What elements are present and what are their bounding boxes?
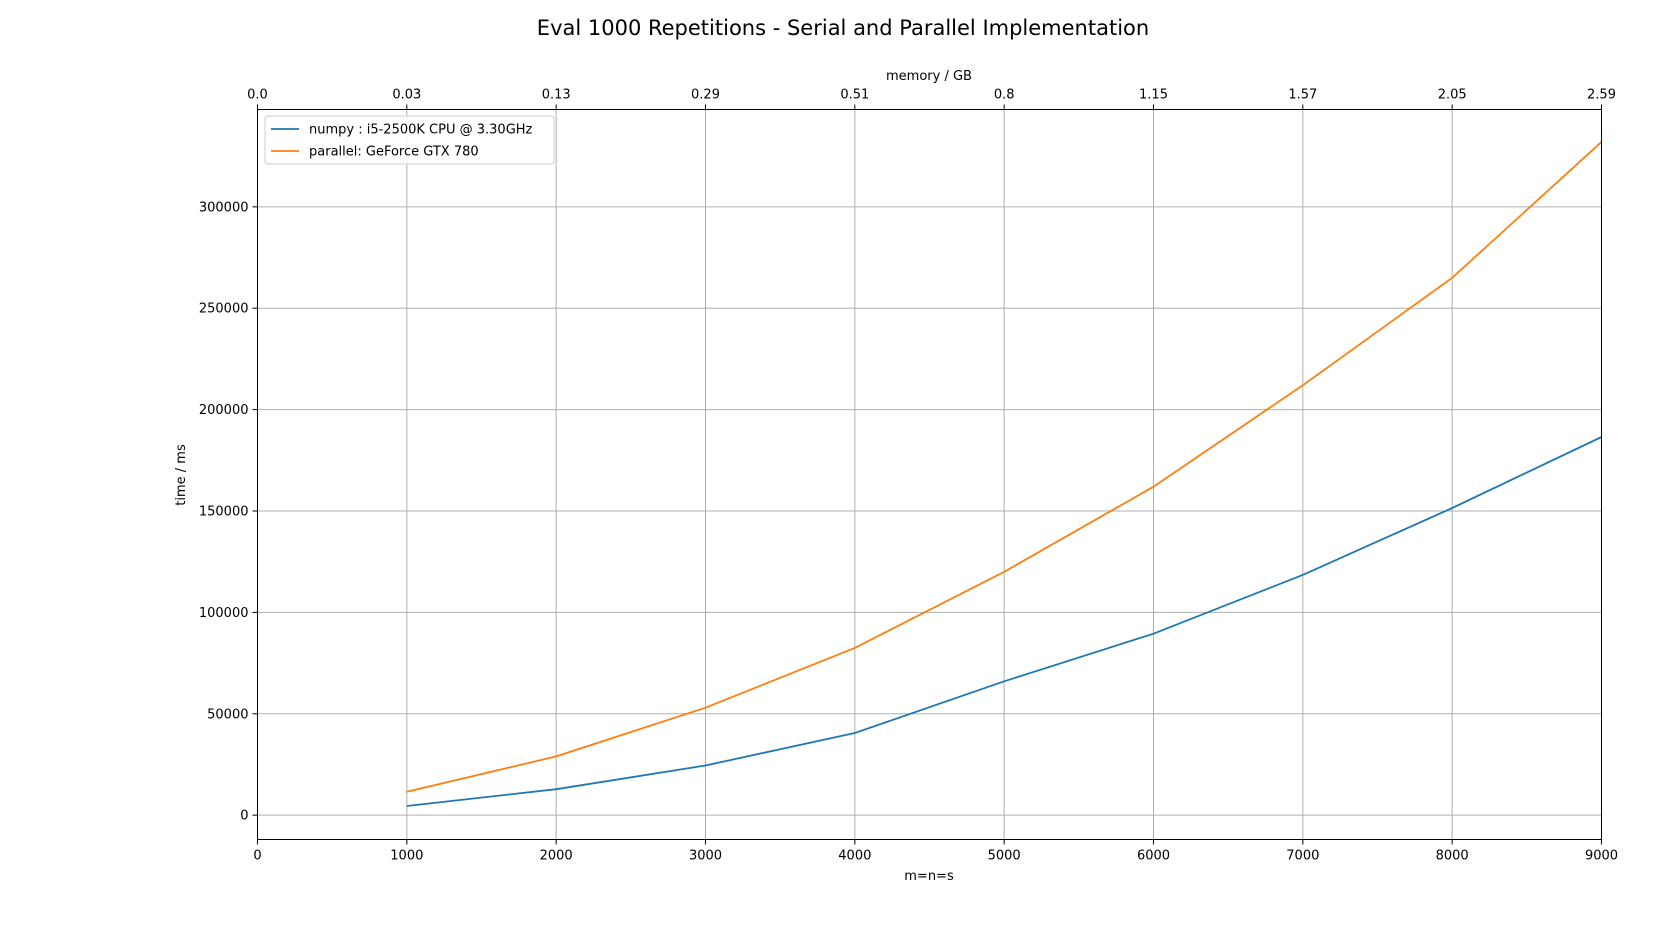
y-tick-label: 150000 (199, 505, 249, 520)
x-tick-label: 8000 (1436, 849, 1469, 864)
y-tick-label: 100000 (199, 606, 249, 621)
x-tick-label: 6000 (1137, 849, 1170, 864)
legend-label-1: parallel: GeForce GTX 780 (309, 145, 479, 160)
grid (257, 109, 1602, 840)
legend: numpy : i5-2500K CPU @ 3.30GHz parallel: … (264, 115, 555, 165)
top-x-tick-label: 0.8 (994, 88, 1015, 103)
series-lines (406, 141, 1603, 807)
x-tick-label: 0 (253, 849, 261, 864)
axis-ticks: 0 0.0 1000 0.03 2000 0.13 3000 0.29 4000 0.51 5000… (199, 88, 1618, 864)
x-tick-label: 7000 (1286, 849, 1319, 864)
y-tick-label: 250000 (199, 302, 249, 317)
top-x-tick-label: 2.59 (1587, 88, 1616, 103)
top-x-tick-label: 0.29 (691, 88, 720, 103)
top-x-axis-label: memory / GB (886, 69, 972, 84)
top-x-tick-label: 0.51 (840, 88, 869, 103)
top-x-tick-label: 2.05 (1438, 88, 1467, 103)
x-tick-label: 2000 (540, 849, 573, 864)
plot-area-frame (257, 109, 1602, 840)
chart-title: Eval 1000 Repetitions - Serial and Paral… (537, 16, 1149, 40)
top-x-tick-label: 1.57 (1288, 88, 1317, 103)
x-tick-label: 1000 (390, 849, 423, 864)
y-tick-label: 50000 (207, 707, 248, 722)
x-axis-label: m=n=s (904, 869, 954, 884)
series-line-1 (406, 141, 1603, 793)
top-x-tick-label: 1.15 (1139, 88, 1168, 103)
x-tick-label: 5000 (988, 849, 1021, 864)
top-x-tick-label: 0.13 (542, 88, 571, 103)
y-tick-label: 0 (240, 809, 248, 824)
top-x-tick-label: 0.0 (247, 88, 268, 103)
y-tick-label: 200000 (199, 403, 249, 418)
y-tick-label: 300000 (199, 200, 249, 215)
y-axis-label: time / ms (174, 444, 189, 506)
x-tick-label: 3000 (689, 849, 722, 864)
x-tick-label: 4000 (838, 849, 871, 864)
x-tick-label: 9000 (1585, 849, 1618, 864)
legend-box (264, 115, 555, 165)
series-line-0 (406, 436, 1602, 807)
legend-label-0: numpy : i5-2500K CPU @ 3.30GHz (309, 123, 533, 138)
top-x-tick-label: 0.03 (392, 88, 421, 103)
